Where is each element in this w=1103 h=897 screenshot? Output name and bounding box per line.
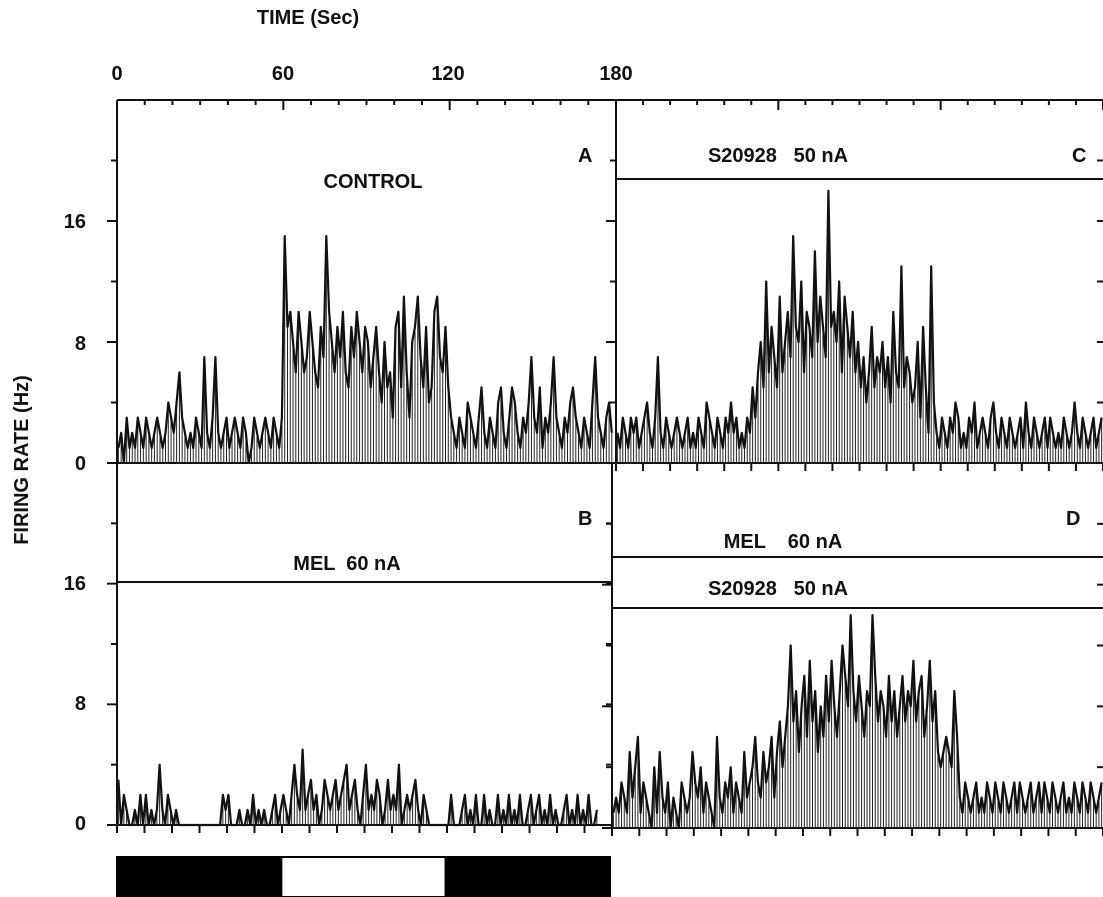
- condition-label-control: CONTROL: [324, 171, 423, 193]
- panels-group: [107, 99, 1103, 836]
- top-tick-label: 0: [111, 63, 122, 85]
- panel-letter-d: D: [1066, 508, 1080, 530]
- y-tick-label: 8: [75, 333, 86, 355]
- y-tick-label: 16: [64, 211, 86, 233]
- light-dark-bar: [116, 856, 611, 897]
- firing-rate-trace-c: [616, 189, 1103, 449]
- top-axis-title: TIME (Sec): [257, 7, 359, 29]
- y-tick-label: 0: [75, 813, 86, 835]
- firing-rate-trace-a: [117, 235, 613, 465]
- drug-label-mel-b: MEL 60 nA: [293, 553, 400, 575]
- light-bar-dark-segment: [444, 856, 611, 897]
- panel-letter-b: B: [578, 508, 592, 530]
- y-tick-label: 16: [64, 573, 86, 595]
- light-bar-dark-segment: [116, 856, 283, 897]
- drug-label-mel-d: MEL 60 nA: [724, 531, 843, 553]
- y-tick-label: 8: [75, 693, 86, 715]
- y-tick-label: 0: [75, 453, 86, 475]
- drug-label-s20928-d: S20928 50 nA: [708, 578, 848, 600]
- y-axis-title: FIRING RATE (Hz): [11, 375, 33, 545]
- panel-letter-a: A: [578, 145, 592, 167]
- light-bar-light-segment: [280, 856, 447, 897]
- top-tick-label: 180: [599, 63, 632, 85]
- drug-label-s20928-c: S20928 50 nA: [708, 145, 848, 167]
- top-tick-label: 60: [272, 63, 294, 85]
- top-tick-label: 120: [431, 63, 464, 85]
- panel-letter-c: C: [1072, 145, 1086, 167]
- firing-rate-trace-b: [117, 748, 598, 827]
- firing-rate-trace-d: [612, 613, 1103, 830]
